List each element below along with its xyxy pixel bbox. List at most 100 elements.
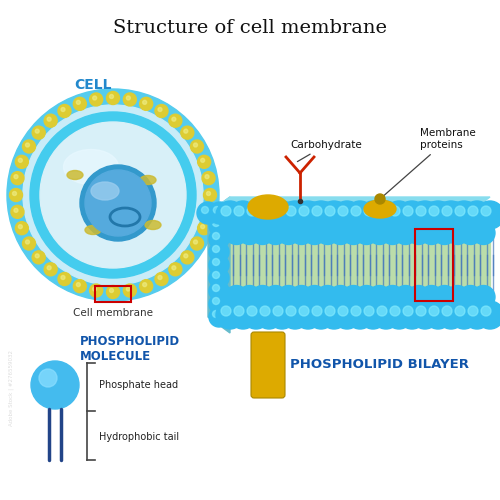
Circle shape — [40, 122, 186, 268]
Circle shape — [209, 294, 229, 314]
Circle shape — [320, 201, 348, 229]
Circle shape — [169, 263, 182, 276]
Circle shape — [22, 140, 36, 153]
Circle shape — [260, 306, 270, 316]
Circle shape — [74, 98, 86, 110]
Circle shape — [106, 286, 120, 298]
Circle shape — [39, 369, 57, 387]
Circle shape — [76, 100, 80, 104]
Circle shape — [303, 222, 326, 244]
Circle shape — [238, 286, 261, 308]
Circle shape — [194, 143, 198, 147]
Circle shape — [61, 108, 65, 112]
Circle shape — [232, 202, 254, 224]
Circle shape — [247, 206, 257, 216]
Circle shape — [434, 202, 456, 224]
Circle shape — [12, 192, 16, 196]
Circle shape — [304, 202, 326, 224]
Circle shape — [325, 206, 335, 216]
Circle shape — [16, 156, 28, 168]
Circle shape — [307, 301, 335, 329]
Circle shape — [247, 306, 257, 316]
Circle shape — [172, 117, 176, 121]
Circle shape — [229, 201, 257, 229]
Circle shape — [205, 208, 209, 212]
Text: PHOSPHOLIPID
MOLECULE: PHOSPHOLIPID MOLECULE — [80, 335, 180, 363]
Circle shape — [332, 206, 338, 214]
Circle shape — [169, 114, 182, 127]
Circle shape — [277, 286, 300, 308]
Circle shape — [390, 306, 400, 316]
Text: Carbohydrate: Carbohydrate — [290, 140, 362, 162]
Circle shape — [294, 201, 322, 229]
Circle shape — [342, 222, 365, 244]
Circle shape — [200, 158, 204, 162]
Circle shape — [290, 222, 313, 244]
Circle shape — [155, 272, 168, 285]
Circle shape — [355, 206, 362, 214]
Circle shape — [237, 206, 244, 214]
Circle shape — [142, 282, 146, 286]
Circle shape — [264, 222, 287, 244]
Circle shape — [209, 202, 231, 224]
Circle shape — [205, 174, 209, 178]
Circle shape — [202, 172, 215, 184]
Circle shape — [106, 92, 120, 104]
Circle shape — [386, 202, 408, 224]
Circle shape — [385, 201, 413, 229]
Circle shape — [284, 206, 291, 214]
Circle shape — [184, 254, 188, 258]
Circle shape — [476, 201, 500, 229]
Circle shape — [80, 165, 156, 241]
Circle shape — [481, 206, 491, 216]
Circle shape — [35, 254, 39, 258]
Circle shape — [155, 104, 168, 118]
Circle shape — [221, 306, 231, 316]
Circle shape — [242, 201, 270, 229]
Circle shape — [296, 206, 303, 214]
Text: Membrane
proteins: Membrane proteins — [382, 128, 476, 197]
Circle shape — [398, 201, 426, 229]
Circle shape — [429, 306, 439, 316]
Text: Adobe Stock | #276559032: Adobe Stock | #276559032 — [8, 350, 14, 426]
Circle shape — [346, 201, 374, 229]
Ellipse shape — [67, 170, 83, 179]
Circle shape — [181, 251, 194, 264]
Circle shape — [446, 222, 469, 244]
Circle shape — [462, 206, 468, 214]
Circle shape — [280, 202, 301, 224]
Ellipse shape — [364, 200, 396, 218]
Circle shape — [26, 240, 30, 244]
Circle shape — [10, 188, 22, 202]
Circle shape — [47, 266, 51, 270]
Circle shape — [126, 287, 130, 291]
Circle shape — [364, 306, 374, 316]
Circle shape — [281, 201, 309, 229]
Circle shape — [368, 222, 391, 244]
Circle shape — [200, 224, 204, 228]
Polygon shape — [208, 197, 490, 213]
Circle shape — [110, 288, 114, 292]
Circle shape — [14, 174, 18, 178]
Circle shape — [242, 301, 270, 329]
Circle shape — [338, 206, 348, 216]
Circle shape — [362, 202, 384, 224]
Circle shape — [390, 206, 398, 214]
Circle shape — [126, 96, 130, 100]
Circle shape — [468, 306, 478, 316]
Circle shape — [398, 202, 420, 224]
Circle shape — [325, 306, 335, 316]
Circle shape — [47, 117, 51, 121]
Circle shape — [76, 282, 80, 286]
Circle shape — [190, 140, 203, 153]
Circle shape — [286, 206, 296, 216]
Circle shape — [364, 206, 374, 216]
Circle shape — [294, 301, 322, 329]
Circle shape — [124, 284, 136, 297]
Circle shape — [437, 301, 465, 329]
Circle shape — [375, 194, 385, 204]
Circle shape — [7, 89, 219, 301]
Circle shape — [16, 222, 28, 234]
Circle shape — [303, 286, 326, 308]
Circle shape — [416, 306, 426, 316]
